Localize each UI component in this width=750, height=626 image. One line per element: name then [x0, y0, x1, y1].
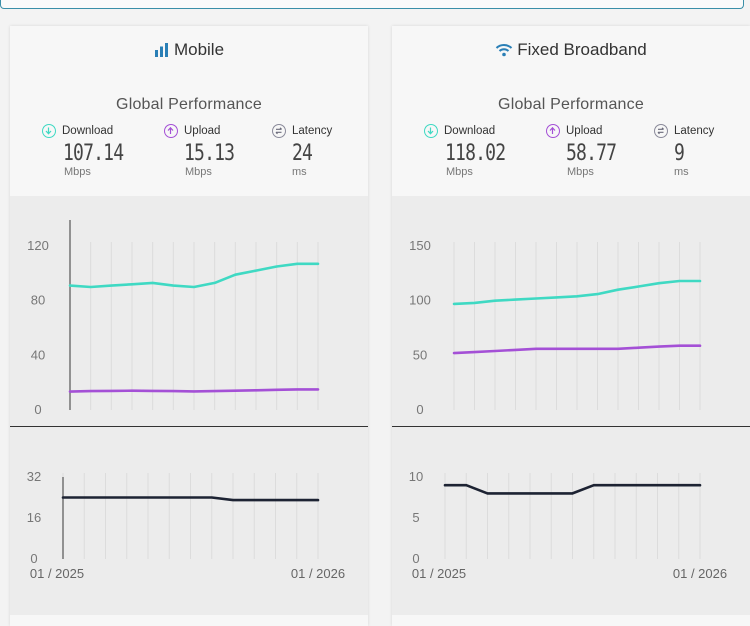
fixed-chart-divider — [392, 426, 750, 427]
fixed-upload-value: 58.77 — [566, 141, 617, 166]
fixed-download-unit: Mbps — [446, 166, 473, 178]
mobile-speed-chart: 0 40 80 120 — [27, 220, 320, 417]
x-tick-label: 01 / 2025 — [30, 566, 84, 581]
fixed-download-metric: Download 118.02 Mbps — [424, 124, 534, 178]
fixed-download-value: 118.02 — [445, 141, 506, 166]
fixed-latency-metric: Latency 9 ms — [654, 124, 750, 178]
fixed-latency-plot-area — [392, 427, 750, 575]
fixed-upload-unit: Mbps — [567, 166, 594, 178]
x-tick-label: 01 / 2026 — [673, 566, 727, 581]
mobile-latency-chart: 0 16 32 01 / 2025 01 / 2026 — [27, 469, 345, 581]
mobile-latency-unit: ms — [292, 166, 307, 178]
fixed-latency-value: 9 — [674, 141, 685, 166]
wifi-icon — [495, 42, 513, 62]
signal-bars-icon — [154, 42, 170, 62]
fixed-speed-chart: 0 50 100 150 — [409, 238, 702, 417]
fixed-title: Fixed Broadband — [517, 40, 647, 59]
mobile-upload-value: 15.13 — [184, 141, 235, 166]
series-line-latency — [443, 483, 702, 495]
mobile-download-metric: Download 107.14 Mbps — [42, 124, 152, 178]
fixed-upload-metric: Upload 58.77 Mbps — [546, 124, 656, 178]
mobile-latency-label: Latency — [292, 125, 333, 137]
series-line-download — [452, 279, 702, 306]
mobile-title: Mobile — [173, 40, 225, 59]
fixed-latency-label: Latency — [674, 125, 715, 137]
series-line-latency — [61, 496, 320, 502]
y-tick-label: 40 — [31, 347, 45, 362]
top-panel-edge — [0, 0, 744, 9]
x-tick-label: 01 / 2026 — [291, 566, 345, 581]
mobile-latency-value: 24 — [292, 141, 313, 166]
y-tick-label: 100 — [409, 293, 431, 308]
fixed-upload-label: Upload — [566, 125, 603, 137]
mobile-download-label: Download — [62, 125, 114, 137]
y-tick-label: 5 — [412, 510, 419, 525]
fixed-speed-plot-area — [392, 196, 750, 426]
fixed-perf-title: Global Performance — [498, 96, 644, 113]
upload-arrow-icon — [546, 124, 560, 138]
mobile-upload-label: Upload — [184, 125, 221, 137]
y-tick-label: 32 — [27, 469, 41, 484]
mobile-upload-unit: Mbps — [185, 166, 212, 178]
y-tick-label: 150 — [409, 238, 431, 253]
mobile-perf-title: Global Performance — [116, 96, 262, 113]
mobile-upload-metric: Upload 15.13 Mbps — [164, 124, 274, 178]
mobile-download-unit: Mbps — [64, 166, 91, 178]
fixed-card: Fixed Broadband Global Performance Downl… — [392, 26, 750, 626]
mobile-card-header: Mobile — [10, 40, 368, 62]
y-tick-label: 50 — [413, 347, 427, 362]
y-tick-label: 0 — [412, 551, 419, 566]
fixed-download-label: Download — [444, 125, 496, 137]
y-tick-label: 0 — [30, 551, 37, 566]
latency-arrows-icon — [654, 124, 668, 138]
series-line-upload — [452, 344, 702, 355]
series-line-upload — [68, 388, 320, 393]
upload-arrow-icon — [164, 124, 178, 138]
y-tick-label: 16 — [27, 510, 41, 525]
y-tick-label: 80 — [31, 293, 45, 308]
download-arrow-icon — [424, 124, 438, 138]
y-tick-label: 0 — [34, 402, 41, 417]
latency-arrows-icon — [272, 124, 286, 138]
mobile-download-value: 107.14 — [63, 141, 124, 166]
mobile-card: Mobile Global Performance Download 107.1… — [10, 26, 368, 626]
fixed-latency-unit: ms — [674, 166, 689, 178]
series-line-download — [68, 262, 320, 289]
y-tick-label: 10 — [409, 469, 423, 484]
fixed-card-header: Fixed Broadband — [392, 40, 750, 62]
fixed-latency-chart: 0 5 10 01 / 2025 01 / 2026 — [409, 469, 727, 581]
y-tick-label: 120 — [27, 238, 49, 253]
download-arrow-icon — [42, 124, 56, 138]
mobile-latency-metric: Latency 24 ms — [272, 124, 382, 178]
x-tick-label: 01 / 2025 — [412, 566, 466, 581]
mobile-chart-divider — [10, 426, 368, 427]
y-tick-label: 0 — [416, 402, 423, 417]
